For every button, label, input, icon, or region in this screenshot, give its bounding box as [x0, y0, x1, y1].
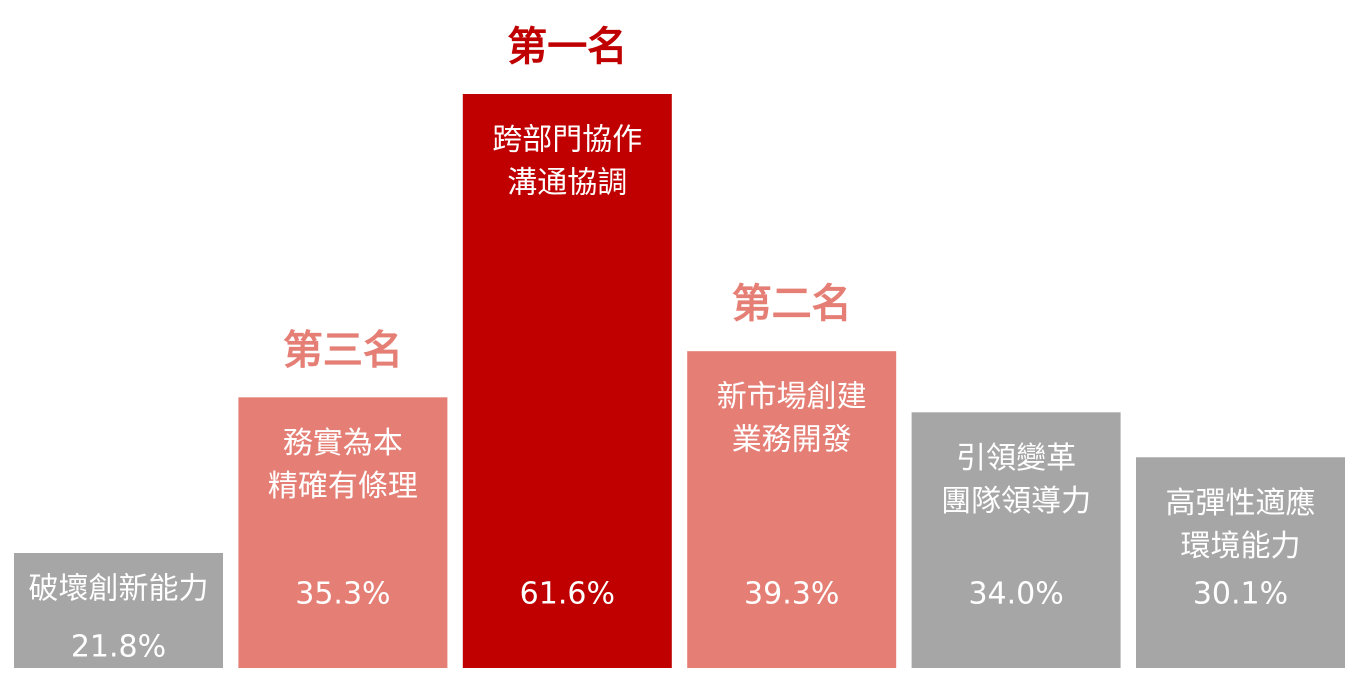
- category-label: 務實為本: [283, 426, 403, 461]
- category-label: 溝通協調: [507, 166, 627, 201]
- rank-label: 第三名: [283, 327, 403, 373]
- value-label: 34.0%: [968, 577, 1063, 612]
- category-label: 新市場創建: [717, 380, 867, 415]
- value-label: 61.6%: [520, 577, 615, 612]
- bar: [238, 397, 448, 668]
- category-label: 團隊領導力: [941, 484, 1091, 519]
- category-label: 高彈性適應: [1166, 486, 1316, 521]
- category-label: 精確有條理: [268, 469, 418, 504]
- bar: [14, 553, 223, 668]
- bar: [462, 94, 672, 668]
- category-label: 引領變革: [956, 441, 1076, 476]
- rank-label: 第二名: [732, 281, 852, 327]
- value-label: 39.3%: [744, 577, 839, 612]
- category-label: 跨部門協作: [492, 123, 642, 158]
- bar: [1136, 457, 1345, 668]
- category-label: 破壞創新能力: [29, 572, 209, 607]
- rank-label: 第一名: [507, 24, 627, 70]
- category-label: 業務開發: [732, 423, 852, 458]
- value-label: 30.1%: [1193, 577, 1288, 612]
- value-label: 35.3%: [295, 577, 390, 612]
- category-label: 環境能力: [1181, 529, 1301, 564]
- value-label: 21.8%: [71, 630, 166, 665]
- bar: [687, 351, 897, 668]
- bar: [911, 412, 1121, 668]
